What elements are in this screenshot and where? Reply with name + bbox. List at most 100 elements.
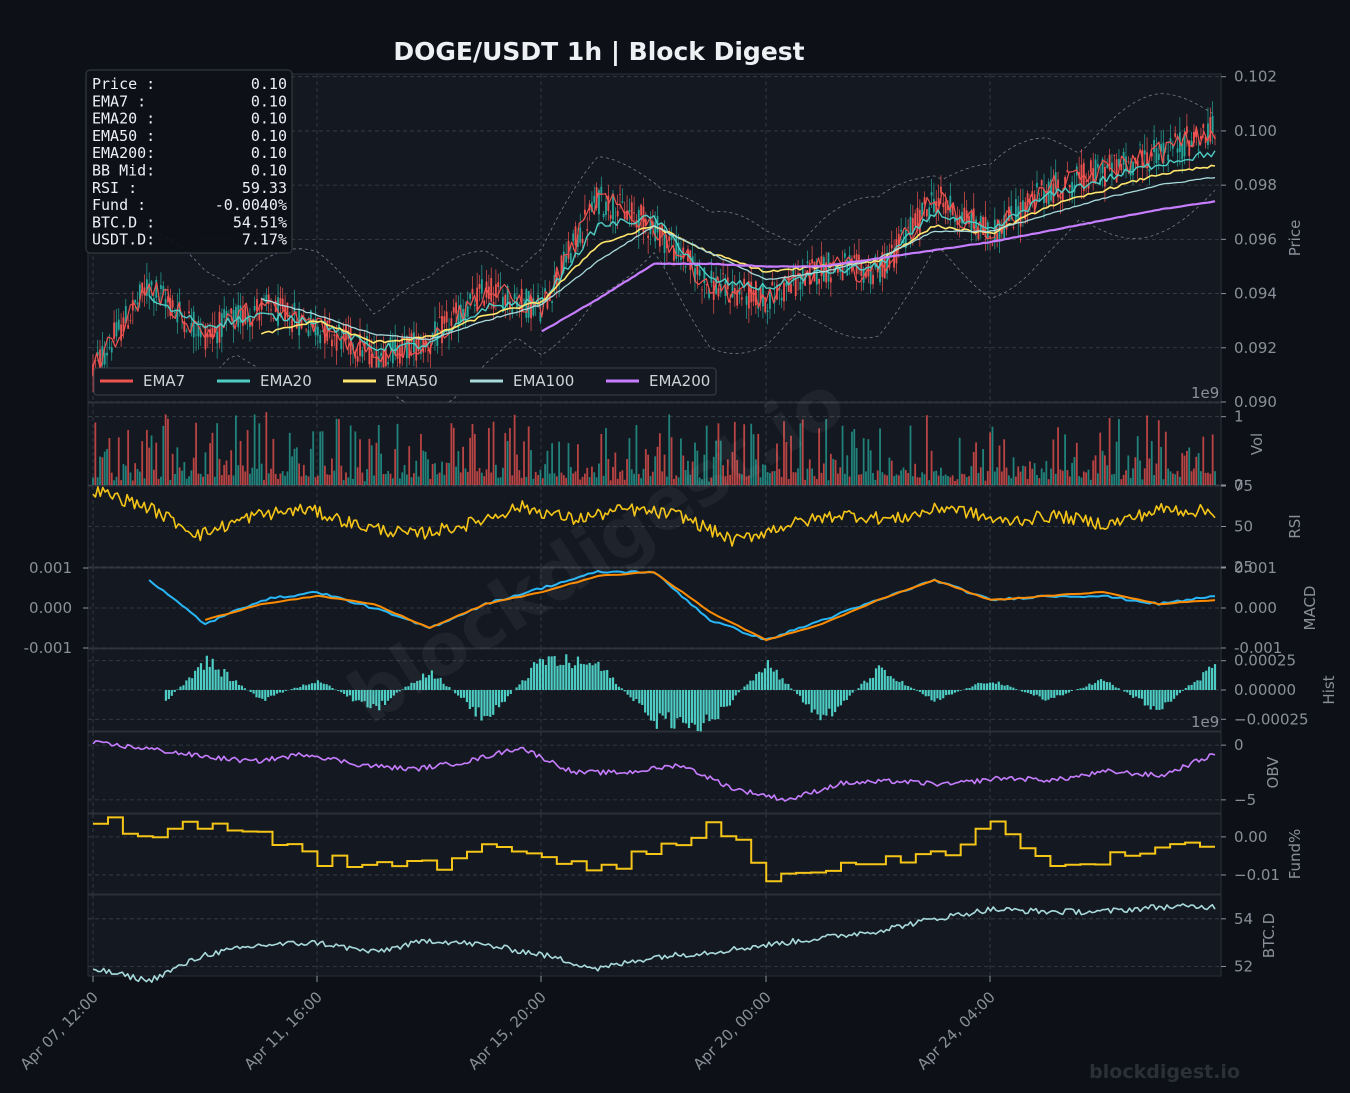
volume-bar bbox=[153, 469, 155, 485]
hist-bar bbox=[398, 690, 401, 692]
hist-bar bbox=[611, 677, 615, 690]
hist-bar bbox=[874, 668, 878, 690]
volume-bar bbox=[949, 477, 952, 485]
hist-bar bbox=[1202, 672, 1205, 690]
volume-bar bbox=[647, 454, 650, 485]
hist-bar bbox=[942, 690, 945, 699]
hist-bar bbox=[696, 690, 699, 732]
volume-bar bbox=[621, 470, 624, 485]
volume-bar bbox=[190, 470, 193, 485]
candle-body bbox=[836, 269, 839, 273]
volume-bar bbox=[1113, 473, 1116, 485]
candle-body bbox=[911, 217, 914, 234]
candle-body bbox=[825, 262, 828, 283]
hist-bar bbox=[1079, 688, 1082, 690]
candle-body bbox=[752, 290, 755, 302]
panel-frame bbox=[87, 731, 1222, 814]
candle-body bbox=[640, 204, 643, 216]
candle-body bbox=[281, 298, 284, 310]
volume-bar bbox=[487, 427, 490, 485]
volume-bar bbox=[717, 423, 720, 485]
y-axis-label: Fund% bbox=[1286, 829, 1304, 880]
candle-body bbox=[1019, 202, 1022, 227]
volume-bar bbox=[548, 473, 551, 485]
volume-bar bbox=[1033, 463, 1036, 485]
candle-body bbox=[574, 226, 577, 246]
volume-bar bbox=[380, 453, 383, 485]
hist-bar bbox=[1123, 690, 1126, 692]
volume-bar bbox=[820, 472, 823, 485]
candle-body bbox=[251, 321, 254, 327]
hist-bar bbox=[302, 684, 305, 690]
volume-bar bbox=[555, 476, 558, 485]
hist-bar bbox=[1196, 680, 1199, 690]
y-tick-label: 0.00000 bbox=[1234, 681, 1296, 699]
hist-bar bbox=[1085, 686, 1088, 690]
volume-bar bbox=[1183, 455, 1186, 485]
candle-body bbox=[321, 330, 324, 332]
hist-bar bbox=[521, 680, 524, 690]
volume-bar bbox=[654, 456, 657, 485]
candle-body bbox=[673, 248, 675, 261]
hist-bar bbox=[389, 690, 393, 699]
volume-bar bbox=[769, 473, 771, 485]
candle-body bbox=[811, 259, 814, 264]
volume-bar bbox=[1073, 457, 1076, 485]
volume-bar bbox=[117, 437, 120, 485]
hist-bar bbox=[603, 670, 606, 690]
candle-body bbox=[675, 234, 678, 259]
volume-bar bbox=[876, 470, 879, 485]
hist-bar bbox=[1178, 690, 1182, 693]
hist-bar bbox=[1038, 690, 1041, 697]
volume-bar bbox=[129, 472, 132, 485]
candle-body bbox=[1120, 164, 1123, 171]
volume-bar bbox=[1017, 466, 1020, 485]
hist-bar bbox=[892, 678, 895, 690]
hist-bar bbox=[351, 690, 355, 702]
info-value: 0.10 bbox=[251, 127, 287, 145]
panel-frame bbox=[87, 485, 1222, 568]
volume-bar bbox=[1176, 471, 1179, 485]
hist-bar bbox=[1175, 690, 1179, 696]
candle-body bbox=[942, 203, 945, 208]
volume-bar bbox=[930, 450, 933, 485]
hist-bar bbox=[308, 684, 311, 690]
btcd-line bbox=[92, 903, 1216, 983]
volume-bar bbox=[1024, 466, 1027, 485]
candle-body bbox=[792, 267, 795, 280]
volume-bar bbox=[1108, 417, 1111, 485]
hist-bar bbox=[252, 690, 255, 694]
volume-bar bbox=[715, 440, 717, 485]
candle-body bbox=[743, 278, 746, 285]
volume-bar bbox=[452, 427, 455, 485]
hist-bar bbox=[240, 685, 244, 690]
volume-bar bbox=[998, 445, 1001, 485]
legend-label-ema200: EMA200 bbox=[649, 372, 710, 390]
hist-bar bbox=[556, 665, 559, 690]
hist-bar bbox=[515, 687, 518, 690]
candle-body bbox=[340, 336, 343, 350]
macd-signal-line bbox=[204, 571, 1216, 642]
hist-bar bbox=[1047, 690, 1050, 700]
hist-bar bbox=[196, 667, 200, 690]
hist-bar bbox=[1102, 680, 1106, 690]
y-axis-label: OBV bbox=[1264, 756, 1282, 789]
candle-body bbox=[1181, 143, 1184, 160]
candle-body bbox=[502, 296, 504, 313]
info-value: 54.51% bbox=[233, 213, 287, 231]
candle-body bbox=[368, 343, 371, 365]
hist-bar bbox=[889, 676, 892, 690]
volume-bar bbox=[804, 479, 806, 485]
volume-bar bbox=[665, 476, 668, 485]
volume-bar bbox=[1064, 434, 1066, 485]
hist-bar bbox=[272, 690, 276, 696]
candle-body bbox=[708, 288, 710, 298]
volume-bar bbox=[272, 438, 275, 485]
candle-body bbox=[593, 195, 596, 203]
candle-body bbox=[949, 195, 952, 213]
hist-bar bbox=[310, 683, 314, 690]
volume-bar bbox=[223, 464, 226, 485]
candle-body bbox=[288, 328, 291, 330]
hist-bar bbox=[500, 690, 504, 703]
hist-bar bbox=[655, 690, 658, 729]
